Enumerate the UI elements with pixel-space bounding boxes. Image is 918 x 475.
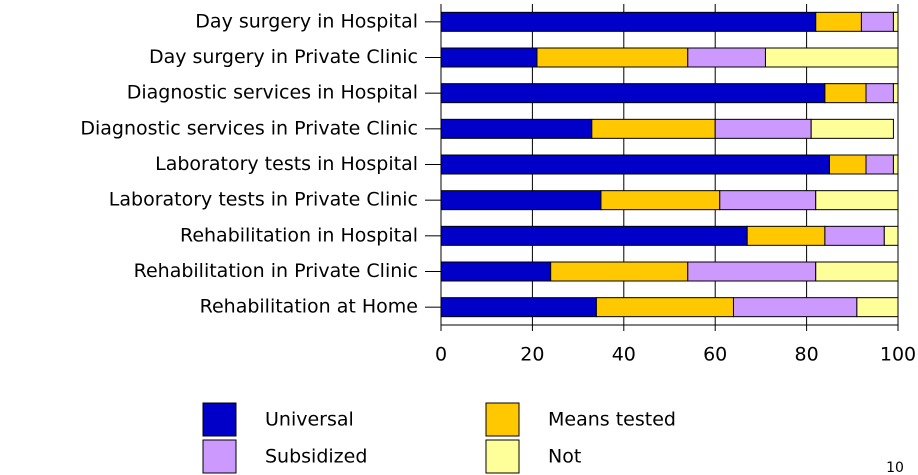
x-tick-label: 80 [795, 344, 819, 366]
bar-segment [440, 11, 817, 32]
y-tick-label: Day surgery in Private Clinic [149, 46, 418, 68]
bar-segment [550, 261, 689, 282]
legend-swatch [202, 439, 237, 474]
legend-swatch [485, 402, 520, 437]
bar-segment [440, 297, 597, 318]
bar-segment [719, 190, 817, 211]
y-tick-label: Rehabilitation in Private Clinic [134, 260, 418, 282]
legend-swatch [202, 402, 237, 437]
bar-segment [815, 190, 899, 211]
bar-segment [440, 47, 538, 68]
bar-segment [865, 83, 894, 104]
bar-segment [687, 47, 766, 68]
bar-segment [824, 83, 867, 104]
x-tick-label: 20 [520, 344, 544, 366]
bar-segment [764, 47, 899, 68]
bar-segment [815, 11, 862, 32]
y-tick-label: Laboratory tests in Private Clinic [109, 189, 418, 211]
bar-segment [860, 11, 894, 32]
bar-segment [732, 297, 858, 318]
bar-segment [883, 225, 899, 246]
bar-segment [824, 225, 885, 246]
legend-label: Means tested [548, 409, 676, 431]
bar-segment [810, 118, 894, 139]
y-tick-label: Laboratory tests in Hospital [155, 153, 418, 175]
x-tick-label: 100 [880, 344, 916, 366]
bar-segment [746, 225, 826, 246]
bar-segment [892, 83, 899, 104]
legend-swatch [485, 439, 520, 474]
bar-segment [440, 261, 552, 282]
bar-segment [440, 190, 602, 211]
bar-segment [440, 225, 748, 246]
bar-segment [865, 154, 894, 175]
x-tick-label: 40 [612, 344, 636, 366]
y-tick-label: Diagnostic services in Private Clinic [80, 117, 418, 139]
bar-segment [440, 154, 830, 175]
y-tick-label: Day surgery in Hospital [195, 10, 418, 32]
x-tick-label: 0 [435, 344, 447, 366]
legend-label: Not [548, 446, 581, 468]
page-number: 10 [886, 460, 904, 475]
bar-segment [591, 118, 716, 139]
bar-segment [600, 190, 721, 211]
bar-segment [892, 11, 899, 32]
bar-segment [828, 154, 867, 175]
bar-segment [440, 83, 826, 104]
bar-segment [892, 154, 899, 175]
legend-label: Subsidized [265, 446, 367, 468]
bar-segment [536, 47, 689, 68]
bar-segment [687, 261, 817, 282]
bar-segment [440, 118, 593, 139]
y-tick-label: Rehabilitation in Hospital [180, 224, 418, 246]
legend-label: Universal [265, 409, 354, 431]
y-tick-label: Rehabilitation at Home [200, 296, 418, 318]
bar-segment [714, 118, 812, 139]
x-tick-label: 60 [703, 344, 727, 366]
bar-segment [595, 297, 734, 318]
bar-segment [815, 261, 899, 282]
y-tick-label: Diagnostic services in Hospital [127, 82, 418, 104]
bar-segment [856, 297, 899, 318]
